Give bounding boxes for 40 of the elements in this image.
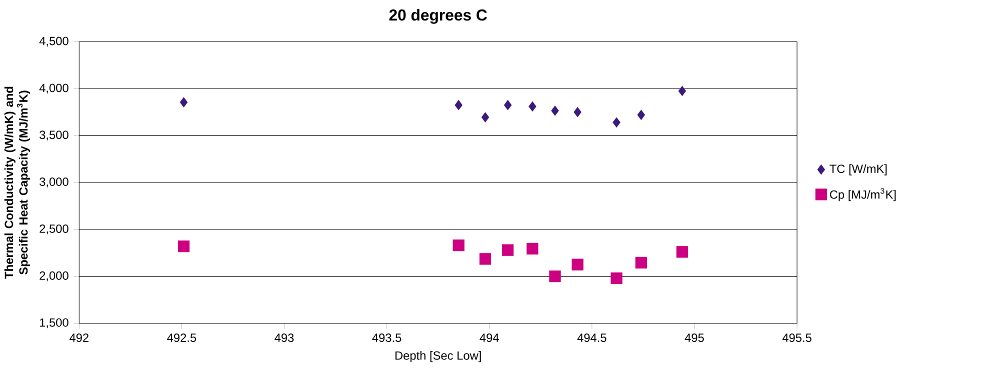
point (551, 106, 559, 116)
x-tick-label: 495.5 (782, 334, 812, 342)
y-tick-label: 3,500 (40, 130, 68, 141)
point (574, 107, 582, 118)
y-tick-label: 2,500 (40, 224, 68, 234)
legend-label: Cp [MJ/m$^{3}$K] (830, 188, 896, 202)
point (637, 110, 645, 120)
y-tick-label: 3,000 (40, 178, 68, 188)
x-tick-label: 492 (70, 334, 88, 342)
point (612, 118, 620, 128)
point (504, 100, 512, 110)
x-tick-label: 494 (480, 334, 499, 342)
point (572, 258, 584, 271)
point (454, 100, 462, 110)
x-tick-label: 493.5 (372, 334, 402, 342)
point (502, 244, 514, 256)
y-tick-label: 2,000 (40, 272, 68, 282)
point (452, 240, 464, 252)
x-axis-title: Depth [Sec Low] (395, 351, 481, 362)
point (479, 253, 492, 265)
point (526, 243, 538, 255)
y-tick-label: 1,500 (40, 318, 68, 328)
chart-title: 20 degrees C (389, 9, 487, 24)
x-tick-label: 493 (274, 334, 294, 342)
x-tick-label: 494.5 (577, 334, 606, 342)
point (178, 240, 190, 252)
y-tick-label: 4,000 (39, 84, 68, 94)
point (635, 257, 647, 269)
point (549, 270, 561, 282)
point (481, 112, 490, 122)
x-tick-label: 495 (684, 334, 704, 342)
y-tick-label: 4,500 (39, 36, 68, 47)
point (676, 246, 688, 258)
x-tick-label: 492.5 (167, 334, 196, 342)
point (180, 97, 188, 108)
point (610, 272, 622, 284)
y-axis-title: Thermal Conductivity (W/mK) and Specific Heat Capacity (MJ/m$^{3}$K) (4, 87, 30, 279)
legend-label: TC [W/mK] (830, 164, 887, 176)
point (528, 102, 536, 112)
point (678, 86, 686, 96)
